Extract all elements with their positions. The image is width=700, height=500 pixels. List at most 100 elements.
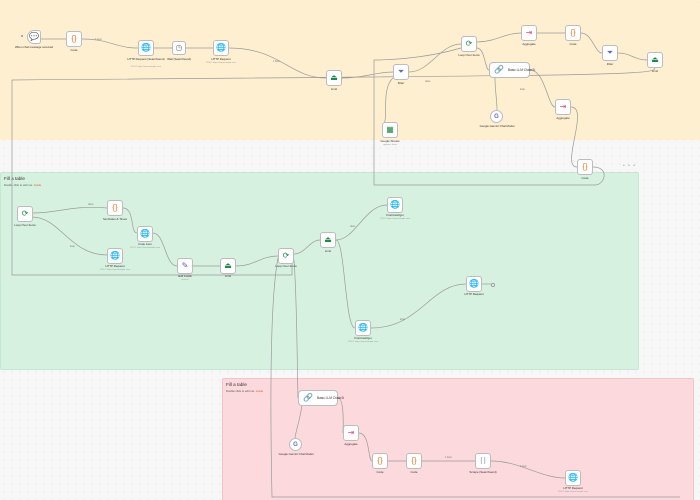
node-http-request[interactable]: 🌐 <box>138 40 154 56</box>
node-google-sheets[interactable]: ▦ <box>382 122 398 138</box>
node-code[interactable]: {} <box>565 25 581 41</box>
connection <box>335 204 388 241</box>
aggregate-icon: ⇥ <box>347 428 355 437</box>
node-http-request[interactable]: 🌐 <box>107 248 123 264</box>
limit-icon: ⏏ <box>324 235 332 244</box>
globe-icon: 🌐 <box>469 279 479 288</box>
node-filter[interactable]: ⏷ <box>602 45 618 61</box>
node-label: FireCrawl/get <box>386 213 404 217</box>
connection <box>122 207 138 234</box>
sticky-note-green[interactable]: Fill a table Double click to edit me. Gu… <box>0 172 639 370</box>
node-loop-over-items[interactable]: ⟳ <box>17 206 33 222</box>
pencil-icon: ✎ <box>181 261 189 270</box>
node-label: Code Json <box>138 242 152 246</box>
edge-label: done <box>88 203 94 206</box>
connection <box>381 77 394 129</box>
node-label: FireCrawl/get <box>354 336 372 340</box>
connection <box>270 257 680 498</box>
node-basic-llm-chain[interactable]: 🔗 Basic LLM Chain ⚙ <box>298 390 344 406</box>
globe-icon: 🌐 <box>141 43 151 52</box>
node-filter[interactable]: ⏷ <box>393 64 409 80</box>
sticky-subtitle: Double click to edit me. Guide <box>4 183 42 187</box>
edge-label: 1 item <box>445 456 452 459</box>
node-basic-llm-chain[interactable]: 🔗 Basic LLM Chain ⚙ <box>489 62 535 78</box>
settings-icon: ⚙ <box>341 396 345 400</box>
node-label: Google Gemini Chat Model <box>278 452 314 456</box>
connection <box>293 239 321 255</box>
node-label: Aggregate <box>344 442 358 446</box>
node-http-request[interactable]: 🌐 <box>565 470 581 486</box>
more-options-dots[interactable]: • • • <box>623 163 637 169</box>
globe-icon: 🌐 <box>216 43 226 52</box>
add-connection-button[interactable] <box>491 283 496 288</box>
node-subtitle: POST: https://api.example.com <box>347 341 379 343</box>
node-label: Wait (Searchsend) <box>167 57 191 61</box>
node-subtitle: manual <box>181 279 189 281</box>
sticky-title: Fill a table <box>226 382 247 387</box>
node-loop-over-items[interactable]: ⟳ <box>461 36 477 52</box>
node-label: Loop Over Items <box>458 53 480 57</box>
sticky-subtitle: Double click to edit me. Guide <box>226 389 264 393</box>
funnel-icon: ⏷ <box>606 48 614 57</box>
edge-label: loop <box>70 245 75 248</box>
node-subtitle: append: sheet <box>383 144 397 146</box>
globe-icon: 🌐 <box>358 323 368 332</box>
connection <box>580 32 603 54</box>
gemini-icon: G <box>494 113 499 120</box>
edge-label: loop <box>400 318 405 321</box>
aggregate-icon: ⇥ <box>525 28 533 37</box>
node-title: Basic LLM Chain <box>507 68 533 72</box>
connection <box>293 259 299 399</box>
node-http-request[interactable]: 🌐 <box>137 226 153 242</box>
node-http-request[interactable]: 🌐 <box>387 197 403 213</box>
node-loop-over-items[interactable]: ⟳ <box>278 248 294 264</box>
node-label: HTTP Request <box>211 57 231 61</box>
limit-icon: ⏏ <box>224 261 232 270</box>
node-gemini-model[interactable]: G <box>490 110 503 123</box>
node-label: Code <box>581 176 589 180</box>
node-http-request[interactable]: 🌐 <box>355 320 371 336</box>
node-subtitle: POST: https://api.example.com <box>130 66 162 68</box>
connection <box>617 52 648 61</box>
node-limit[interactable]: ⏏ <box>320 232 336 248</box>
node-limit[interactable]: ⏏ <box>647 52 663 68</box>
node-code[interactable]: {} <box>406 453 422 469</box>
code-braces-icon: {} <box>112 203 118 212</box>
node-label: HTTP Request <box>464 292 484 296</box>
node-code[interactable]: {} <box>372 453 388 469</box>
node-label: Limit <box>224 274 232 278</box>
code-braces-icon: {} <box>377 456 383 465</box>
node-http-request[interactable]: 🌐 <box>466 276 482 292</box>
globe-icon: 🌐 <box>390 200 400 209</box>
node-label: HTTP Request <box>563 486 583 490</box>
node-chat-trigger[interactable]: 💬 <box>27 30 41 44</box>
sticky-note-yellow[interactable] <box>0 0 700 140</box>
node-wait[interactable]: ◷ <box>172 41 186 55</box>
node-aggregate[interactable]: ⇥ <box>521 25 537 41</box>
node-label: Scrape (Searchsend) <box>469 470 497 474</box>
node-aggregate[interactable]: ⇥ <box>555 99 571 115</box>
connection <box>335 239 356 329</box>
connection <box>81 38 139 49</box>
node-code[interactable]: {} <box>577 159 593 175</box>
clock-icon: ◷ <box>175 43 183 52</box>
edge-label: 1 item <box>273 60 280 63</box>
node-code[interactable]: {} <box>66 31 82 47</box>
node-http-request[interactable]: 🌐 <box>213 40 229 56</box>
connection <box>476 47 490 71</box>
node-label: Limit <box>651 69 659 73</box>
node-label: Filter <box>606 62 614 66</box>
connection <box>11 66 656 276</box>
node-subtitle: POST: https://api.example.com <box>129 247 161 249</box>
aggregate-icon: ⇥ <box>559 102 567 111</box>
node-gemini-model[interactable]: G <box>289 438 302 451</box>
node-aggregate[interactable]: ⇥ <box>343 425 359 441</box>
node-edit-fields[interactable]: ✎ <box>177 258 193 274</box>
node-limit[interactable]: ⏏ <box>220 258 236 274</box>
node-code[interactable]: {} <box>107 200 123 216</box>
node-limit[interactable]: ⏏ <box>326 70 342 86</box>
node-scrape[interactable]: [ ] <box>475 453 491 469</box>
connection <box>529 69 556 108</box>
